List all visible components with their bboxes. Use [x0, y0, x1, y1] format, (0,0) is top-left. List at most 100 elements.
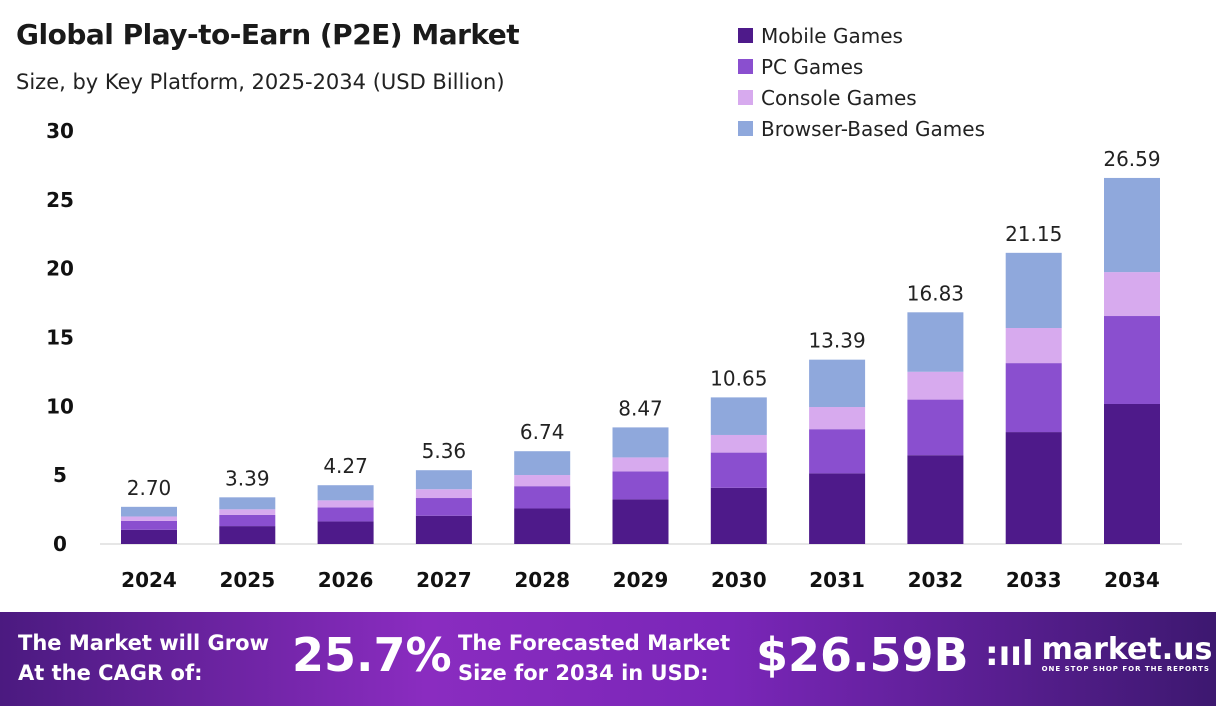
market-us-logo: :ııl market.us ONE STOP SHOP FOR THE REPO… [985, 634, 1212, 674]
legend-item-browser: Browser-Based Games [738, 113, 985, 144]
bar-segment-browser-based-games [809, 359, 866, 408]
bar-segment-pc-games [514, 486, 571, 509]
bar-segment-pc-games [809, 429, 866, 474]
bar-segment-browser-based-games [612, 427, 669, 458]
bar-segment-pc-games [317, 507, 374, 522]
bar-segment-mobile-games [612, 499, 669, 544]
bar-segment-console-games [219, 509, 276, 515]
legend-swatch [738, 90, 753, 105]
bar-segment-browser-based-games [121, 506, 177, 517]
cagr-label-line: The Market will Grow [18, 631, 269, 655]
size-label: The Forecasted Market Size for 2034 in US… [458, 628, 730, 688]
bar-total-label: 5.36 [422, 439, 467, 463]
legend-swatch [738, 121, 753, 136]
bar-segment-mobile-games [121, 529, 177, 544]
bar-segment-browser-based-games [1005, 252, 1062, 329]
bar-segment-browser-based-games [219, 497, 276, 510]
legend-item-console: Console Games [738, 82, 985, 113]
bar-total-label: 3.39 [225, 466, 270, 490]
size-value: $26.59B [756, 628, 969, 682]
x-tick-label: 2030 [711, 568, 767, 592]
bar-segment-browser-based-games [710, 397, 767, 435]
legend: Mobile Games PC Games Console Games Brow… [738, 20, 985, 144]
cagr-value: 25.7% [292, 628, 452, 682]
bar-segment-console-games [809, 407, 866, 430]
bar-segment-pc-games [1005, 363, 1062, 433]
legend-label: Console Games [761, 85, 917, 110]
bar-segment-mobile-games [415, 515, 472, 544]
bar-total-label: 10.65 [710, 366, 767, 390]
bar-total-label: 16.83 [907, 281, 964, 305]
legend-label: Mobile Games [761, 23, 903, 48]
bar-segment-console-games [1104, 272, 1160, 317]
x-tick-label: 2029 [613, 568, 669, 592]
bar-segment-console-games [1005, 328, 1062, 364]
bar-segment-pc-games [612, 471, 669, 500]
cagr-label-line: At the CAGR of: [18, 661, 203, 685]
x-tick-label: 2026 [318, 568, 374, 592]
bar-segment-console-games [710, 434, 767, 453]
size-label-line: The Forecasted Market [458, 631, 731, 655]
chart-title: Global Play-to-Earn (P2E) Market [16, 18, 520, 51]
bar-total-label: 13.39 [808, 329, 865, 353]
bar-segment-pc-games [219, 514, 276, 527]
y-tick-label: 0 [53, 532, 67, 556]
bar-segment-pc-games [907, 399, 964, 456]
bar-segment-mobile-games [514, 508, 571, 544]
bar-segment-mobile-games [219, 526, 276, 544]
bar-segment-browser-based-games [514, 451, 571, 476]
x-tick-label: 2024 [121, 568, 177, 592]
bar-total-label: 26.59 [1103, 147, 1160, 171]
y-tick-label: 20 [46, 257, 74, 281]
y-tick-label: 15 [46, 326, 74, 350]
bar-segment-mobile-games [1005, 432, 1062, 544]
y-tick-label: 30 [46, 119, 74, 143]
bar-segment-mobile-games [907, 455, 964, 544]
bar-segment-console-games [514, 475, 571, 487]
legend-swatch [738, 59, 753, 74]
bar-segment-console-games [612, 457, 669, 472]
bar-segment-browser-based-games [415, 470, 472, 490]
bar-segment-browser-based-games [1104, 177, 1160, 273]
bar-segment-mobile-games [809, 473, 866, 544]
x-tick-label: 2027 [416, 568, 472, 592]
bar-segment-pc-games [1104, 316, 1160, 404]
legend-item-mobile: Mobile Games [738, 20, 985, 51]
y-tick-label: 25 [46, 188, 74, 212]
y-tick-label: 10 [46, 394, 74, 418]
footer-banner: The Market will Grow At the CAGR of: 25.7… [0, 612, 1216, 706]
bar-segment-mobile-games [1104, 403, 1160, 544]
x-tick-label: 2031 [809, 568, 865, 592]
bar-segment-pc-games [415, 498, 472, 516]
bar-segment-console-games [317, 500, 374, 508]
size-label-line: Size for 2034 in USD: [458, 661, 709, 685]
bar-total-label: 21.15 [1005, 222, 1062, 246]
bar-segment-browser-based-games [317, 485, 374, 501]
bar-segment-console-games [907, 371, 964, 400]
chart-subtitle: Size, by Key Platform, 2025-2034 (USD Bi… [16, 70, 505, 94]
logo-name: market.us [1041, 632, 1213, 667]
logo-tagline: ONE STOP SHOP FOR THE REPORTS [1041, 665, 1210, 673]
bar-segment-mobile-games [710, 487, 767, 544]
bar-segment-mobile-games [317, 521, 374, 544]
x-tick-label: 2032 [908, 568, 964, 592]
legend-swatch [738, 28, 753, 43]
legend-item-pc: PC Games [738, 51, 985, 82]
bar-segment-console-games [121, 516, 177, 521]
stacked-bar-chart: 0510152025302.7020243.3920254.2720265.36… [46, 119, 1182, 592]
bar-total-label: 6.74 [520, 420, 565, 444]
logo-mark-icon: :ııl [985, 634, 1034, 674]
bar-total-label: 4.27 [323, 454, 368, 478]
bar-segment-console-games [415, 489, 472, 499]
x-tick-label: 2034 [1104, 568, 1160, 592]
legend-label: PC Games [761, 54, 864, 79]
y-tick-label: 5 [53, 463, 67, 487]
cagr-label: The Market will Grow At the CAGR of: [18, 628, 269, 688]
bar-total-label: 2.70 [127, 476, 172, 500]
bar-segment-pc-games [121, 520, 177, 530]
bar-segment-browser-based-games [907, 312, 964, 372]
legend-label: Browser-Based Games [761, 116, 985, 141]
bar-segment-pc-games [710, 452, 767, 488]
x-tick-label: 2025 [219, 568, 275, 592]
x-tick-label: 2033 [1006, 568, 1062, 592]
